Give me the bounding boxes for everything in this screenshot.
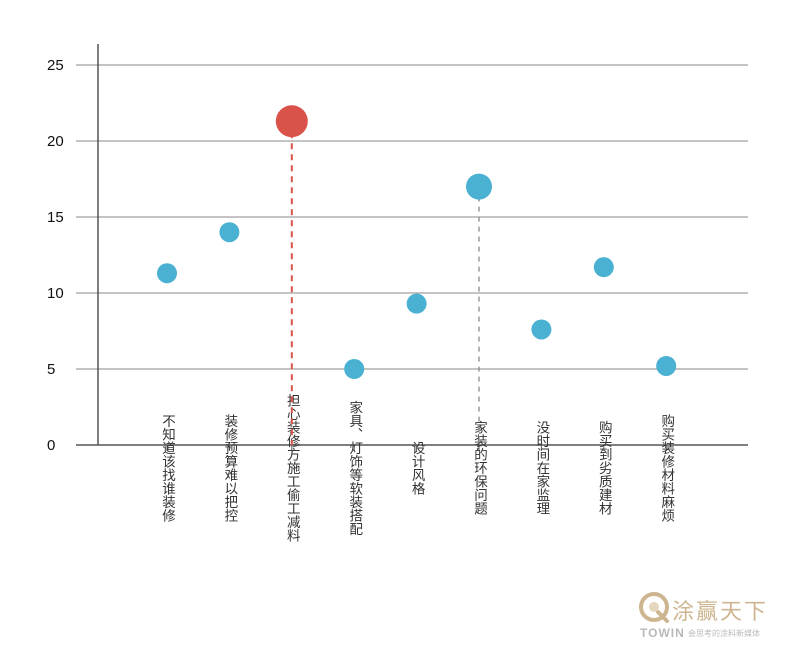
x-category-label-8: 购买装修材料麻烦 (658, 414, 675, 523)
data-point-4 (406, 293, 427, 314)
x-category-label-3: 家具、灯饰等软装搭配 (346, 399, 363, 536)
x-category-label-6: 没时间在家监理 (533, 421, 550, 516)
watermark-brand: 涂赢天下 (672, 600, 769, 625)
y-tick-label-10: 10 (47, 285, 64, 302)
x-category-label-1: 装修预算难以把控 (221, 414, 238, 523)
data-point-0 (157, 263, 177, 284)
data-point-8 (656, 355, 677, 376)
watermark-en: TOWIN (640, 626, 685, 640)
data-point-3 (344, 359, 365, 379)
y-tick-label-0: 0 (47, 437, 55, 454)
x-category-label-5: 家装的环保问题 (471, 420, 488, 517)
x-category-label-0: 不知道该找谁装修 (159, 414, 176, 522)
x-category-label-7: 购买到劣质建材 (596, 421, 613, 516)
x-category-label-4: 设计风格 (409, 441, 426, 496)
watermark: 涂赢天下 TOWIN 会思考的涂料新媒体 (636, 590, 788, 640)
y-tick-label-5: 5 (47, 361, 55, 378)
data-point-7 (593, 257, 614, 278)
towin-logo-icon (639, 592, 669, 623)
data-point-6 (531, 319, 552, 340)
watermark-slogan: 会思考的涂料新媒体 (688, 629, 760, 638)
y-tick-label-25: 25 (47, 57, 64, 74)
y-tick-label-20: 20 (47, 133, 64, 150)
data-point-5 (466, 173, 492, 200)
x-category-label-2: 担心装修方施工偷工减料 (284, 394, 301, 543)
data-point-1 (219, 222, 240, 243)
data-point-2 (275, 105, 308, 138)
y-tick-label-15: 15 (47, 209, 64, 226)
